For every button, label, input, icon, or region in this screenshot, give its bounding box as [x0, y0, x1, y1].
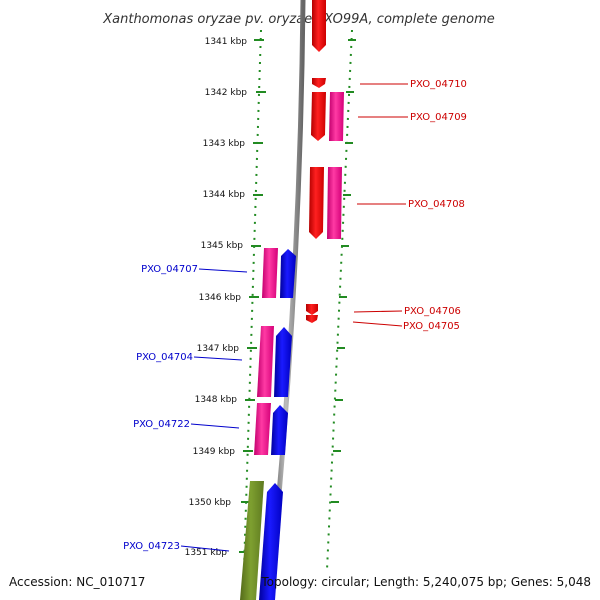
tick-label: 1348 kbp: [195, 395, 238, 405]
gene-PXO_04722-b[interactable]: [271, 405, 288, 455]
genome-summary-text: Topology: circular; Length: 5,240,075 bp…: [260, 575, 591, 589]
gene-PXO_04709-a[interactable]: [311, 92, 326, 141]
gene-label-right[interactable]: PXO_04709: [410, 112, 467, 123]
gene-PXO_04709-b[interactable]: [329, 92, 344, 141]
gene-PXO_04710[interactable]: [312, 78, 326, 88]
gene-PXO_04723-blue[interactable]: [259, 483, 283, 600]
tick-label: 1350 kbp: [189, 498, 232, 508]
tick-label: 1346 kbp: [199, 293, 242, 303]
forward-genes: [306, 0, 344, 323]
gene-PXO_04707-b[interactable]: [280, 249, 296, 298]
gene-PXO_04707-a[interactable]: [262, 248, 278, 298]
accession-text: Accession: NC_010717: [9, 575, 145, 589]
tick-marks: [239, 39, 356, 553]
left-leaders: [180, 268, 248, 552]
gene-PXO_04711[interactable]: [312, 0, 326, 52]
right-labels: PXO_04710 PXO_04709 PXO_04708 PXO_04706 …: [403, 79, 467, 332]
tick-label: 1347 kbp: [197, 344, 240, 354]
tick-label: 1341 kbp: [205, 37, 248, 47]
tick-label: 1345 kbp: [201, 241, 244, 251]
tick-labels: 1341 kbp 1342 kbp 1343 kbp 1344 kbp 1345…: [185, 37, 248, 558]
tick-label: 1343 kbp: [203, 139, 246, 149]
gene-PXO_04704-a[interactable]: [257, 326, 274, 397]
gene-label-left[interactable]: PXO_04707: [141, 264, 198, 275]
gene-PXO_04706[interactable]: [306, 304, 318, 315]
tick-label: 1351 kbp: [185, 548, 228, 558]
gene-label-left[interactable]: PXO_04723: [123, 541, 180, 552]
tick-label: 1344 kbp: [203, 190, 246, 200]
gene-label-right[interactable]: PXO_04708: [408, 199, 465, 210]
gene-label-right[interactable]: PXO_04710: [410, 79, 467, 90]
map-title: Xanthomonas oryzae pv. oryzae PXO99A, co…: [102, 12, 495, 27]
right-leaders: [352, 83, 408, 327]
gene-PXO_04705[interactable]: [306, 315, 318, 323]
gene-label-left[interactable]: PXO_04704: [136, 352, 193, 363]
gene-PXO_04723-green[interactable]: [240, 481, 264, 600]
gene-PXO_04708-b[interactable]: [327, 167, 342, 239]
gene-label-left[interactable]: PXO_04722: [133, 419, 190, 430]
reverse-genes: [240, 248, 296, 600]
gene-PXO_04708-a[interactable]: [309, 167, 324, 239]
gene-label-right[interactable]: PXO_04705: [403, 321, 460, 332]
gene-PXO_04722-a[interactable]: [254, 403, 271, 455]
tick-label: 1342 kbp: [205, 88, 248, 98]
gene-label-right[interactable]: PXO_04706: [404, 306, 461, 317]
gene-PXO_04704-b[interactable]: [274, 327, 292, 397]
tick-label: 1349 kbp: [193, 447, 236, 457]
left-labels: PXO_04707 PXO_04704 PXO_04722 PXO_04723: [123, 264, 198, 552]
